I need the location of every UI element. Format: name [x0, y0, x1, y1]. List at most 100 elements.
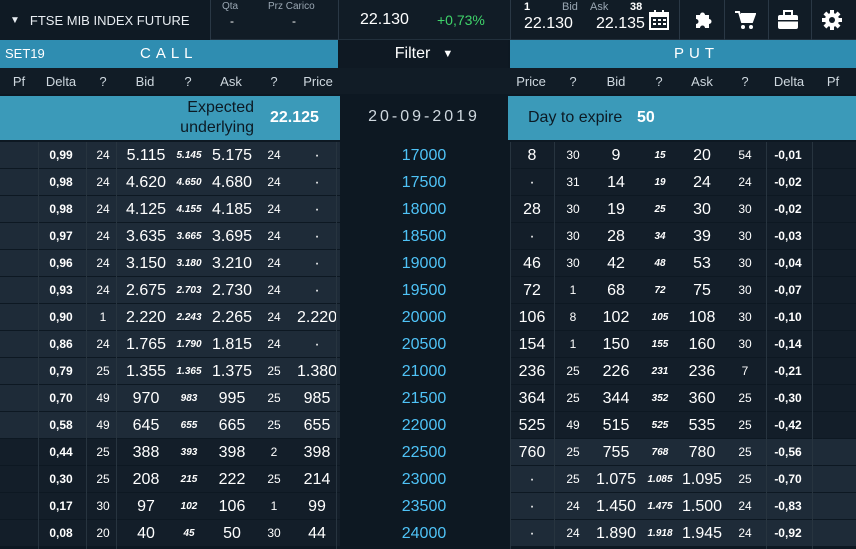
- put-ask[interactable]: 360: [688, 390, 716, 407]
- put-bid[interactable]: 42: [607, 255, 625, 272]
- strike-price[interactable]: 18500: [401, 228, 447, 245]
- put-bid[interactable]: 1.075: [595, 471, 637, 488]
- call-ask[interactable]: 50: [223, 525, 241, 542]
- put-bid[interactable]: 14: [607, 174, 625, 191]
- call-bid[interactable]: 1.355: [125, 363, 167, 380]
- strike-price[interactable]: 22000: [401, 417, 447, 434]
- call-ask[interactable]: 3.210: [211, 255, 253, 272]
- put-bid[interactable]: 68: [607, 282, 625, 299]
- expiry-date[interactable]: 20-09-2019: [368, 108, 480, 125]
- call-ask[interactable]: 398: [218, 444, 246, 461]
- table-row[interactable]: 0,98 24 4.125 4.155 4.185 24 · 18000 28 30 19 25 30 3…: [0, 196, 856, 223]
- call-bid[interactable]: 97: [137, 498, 155, 515]
- call-bid[interactable]: 3.150: [125, 255, 167, 272]
- call-bid[interactable]: 2.675: [125, 282, 167, 299]
- put-bid[interactable]: 28: [607, 228, 625, 245]
- call-bid[interactable]: 970: [132, 390, 160, 407]
- table-row[interactable]: 0,97 24 3.635 3.665 3.695 24 · 18500 · 30 28 34 39 30…: [0, 223, 856, 250]
- col-help[interactable]: ?: [184, 74, 192, 89]
- col-delta[interactable]: Delta: [773, 74, 805, 89]
- strike-price[interactable]: 23000: [401, 471, 447, 488]
- call-ask[interactable]: 222: [218, 471, 246, 488]
- gear-icon[interactable]: [815, 0, 849, 40]
- table-row[interactable]: 0,58 49 645 655 665 25 655 22000 525 49 515 525 535 2…: [0, 412, 856, 439]
- call-ask[interactable]: 995: [218, 390, 246, 407]
- puzzle-icon[interactable]: [686, 0, 720, 40]
- strike-price[interactable]: 23500: [401, 498, 447, 515]
- put-bid[interactable]: 102: [602, 309, 630, 326]
- table-row[interactable]: 0,99 24 5.115 5.145 5.175 24 · 17000 8 30 9 15 20 54 -…: [0, 142, 856, 169]
- table-row[interactable]: 0,79 25 1.355 1.365 1.375 25 1.380 21000 236 25 22…: [0, 358, 856, 385]
- call-bid[interactable]: 1.765: [125, 336, 167, 353]
- call-bid[interactable]: 645: [132, 417, 160, 434]
- put-ask[interactable]: 75: [693, 282, 711, 299]
- call-ask[interactable]: 106: [218, 498, 246, 515]
- call-bid[interactable]: 3.635: [125, 228, 167, 245]
- strike-price[interactable]: 19000: [401, 255, 447, 272]
- strike-price[interactable]: 21500: [401, 390, 447, 407]
- cart-icon[interactable]: [728, 0, 762, 40]
- call-ask[interactable]: 4.185: [211, 201, 253, 218]
- put-bid[interactable]: 19: [607, 201, 625, 218]
- table-row[interactable]: 0,44 25 388 393 398 2 398 22500 760 25 755 768 780 25…: [0, 439, 856, 466]
- put-ask[interactable]: 535: [688, 417, 716, 434]
- put-ask[interactable]: 53: [693, 255, 711, 272]
- put-bid[interactable]: 515: [602, 417, 630, 434]
- put-bid[interactable]: 226: [602, 363, 630, 380]
- strike-price[interactable]: 21000: [401, 363, 447, 380]
- call-ask[interactable]: 665: [218, 417, 246, 434]
- col-bid[interactable]: Bid: [606, 74, 626, 89]
- instrument-selector[interactable]: ▼ FTSE MIB INDEX FUTURE: [0, 0, 210, 40]
- table-row[interactable]: 0,70 49 970 983 995 25 985 21500 364 25 344 352 360 2…: [0, 385, 856, 412]
- col-price[interactable]: Price: [516, 74, 546, 89]
- call-ask[interactable]: 1.375: [211, 363, 253, 380]
- call-ask[interactable]: 3.695: [211, 228, 253, 245]
- put-ask[interactable]: 24: [693, 174, 711, 191]
- strike-price[interactable]: 20500: [401, 336, 447, 353]
- call-bid[interactable]: 40: [137, 525, 155, 542]
- put-bid[interactable]: 1.890: [595, 525, 637, 542]
- col-help[interactable]: ?: [270, 74, 278, 89]
- call-ask[interactable]: 2.730: [211, 282, 253, 299]
- strike-price[interactable]: 17500: [401, 174, 447, 191]
- call-bid[interactable]: 5.115: [126, 147, 166, 164]
- col-ask[interactable]: Ask: [691, 74, 713, 89]
- table-row[interactable]: 0,98 24 4.620 4.650 4.680 24 · 17500 · 31 14 19 24 24…: [0, 169, 856, 196]
- table-row[interactable]: 0,96 24 3.150 3.180 3.210 24 · 19000 46 30 42 48 53 3…: [0, 250, 856, 277]
- put-bid[interactable]: 9: [611, 147, 621, 164]
- col-pf[interactable]: Pf: [12, 74, 26, 89]
- col-price[interactable]: Price: [303, 74, 333, 89]
- col-bid[interactable]: Bid: [135, 74, 155, 89]
- put-bid[interactable]: 1.450: [595, 498, 637, 515]
- put-bid[interactable]: 755: [602, 444, 630, 461]
- table-row[interactable]: 0,17 30 97 102 106 1 99 23500 · 24 1.450 1.475 1.500…: [0, 493, 856, 520]
- put-ask[interactable]: 236: [688, 363, 716, 380]
- put-bid[interactable]: 344: [602, 390, 630, 407]
- strike-price[interactable]: 17000: [401, 147, 447, 164]
- filter-dropdown[interactable]: Filter ▼: [340, 40, 508, 68]
- strike-price[interactable]: 22500: [401, 444, 447, 461]
- col-help[interactable]: ?: [99, 74, 107, 89]
- call-bid[interactable]: 2.220: [125, 309, 167, 326]
- table-row[interactable]: 0,30 25 208 215 222 25 214 23000 · 25 1.075 1.085 1.…: [0, 466, 856, 493]
- calendar-icon[interactable]: [642, 0, 676, 40]
- put-ask[interactable]: 160: [688, 336, 716, 353]
- col-pf[interactable]: Pf: [826, 74, 840, 89]
- call-ask[interactable]: 1.815: [211, 336, 253, 353]
- call-bid[interactable]: 388: [132, 444, 160, 461]
- col-help[interactable]: ?: [655, 74, 663, 89]
- table-row[interactable]: 0,93 24 2.675 2.703 2.730 24 · 19500 72 1 68 72 75 30…: [0, 277, 856, 304]
- call-ask[interactable]: 2.265: [211, 309, 253, 326]
- table-row[interactable]: 0,90 1 2.220 2.243 2.265 24 2.220 20000 106 8 102 1…: [0, 304, 856, 331]
- col-help[interactable]: ?: [569, 74, 577, 89]
- call-ask[interactable]: 5.175: [211, 147, 253, 164]
- strike-price[interactable]: 19500: [401, 282, 447, 299]
- col-ask[interactable]: Ask: [220, 74, 242, 89]
- call-bid[interactable]: 4.125: [125, 201, 167, 218]
- call-bid[interactable]: 4.620: [125, 174, 167, 191]
- strike-price[interactable]: 20000: [401, 309, 447, 326]
- call-bid[interactable]: 208: [132, 471, 160, 488]
- table-row[interactable]: 0,86 24 1.765 1.790 1.815 24 · 20500 154 1 150 155 1…: [0, 331, 856, 358]
- put-ask[interactable]: 1.500: [681, 498, 723, 515]
- col-help[interactable]: ?: [741, 74, 749, 89]
